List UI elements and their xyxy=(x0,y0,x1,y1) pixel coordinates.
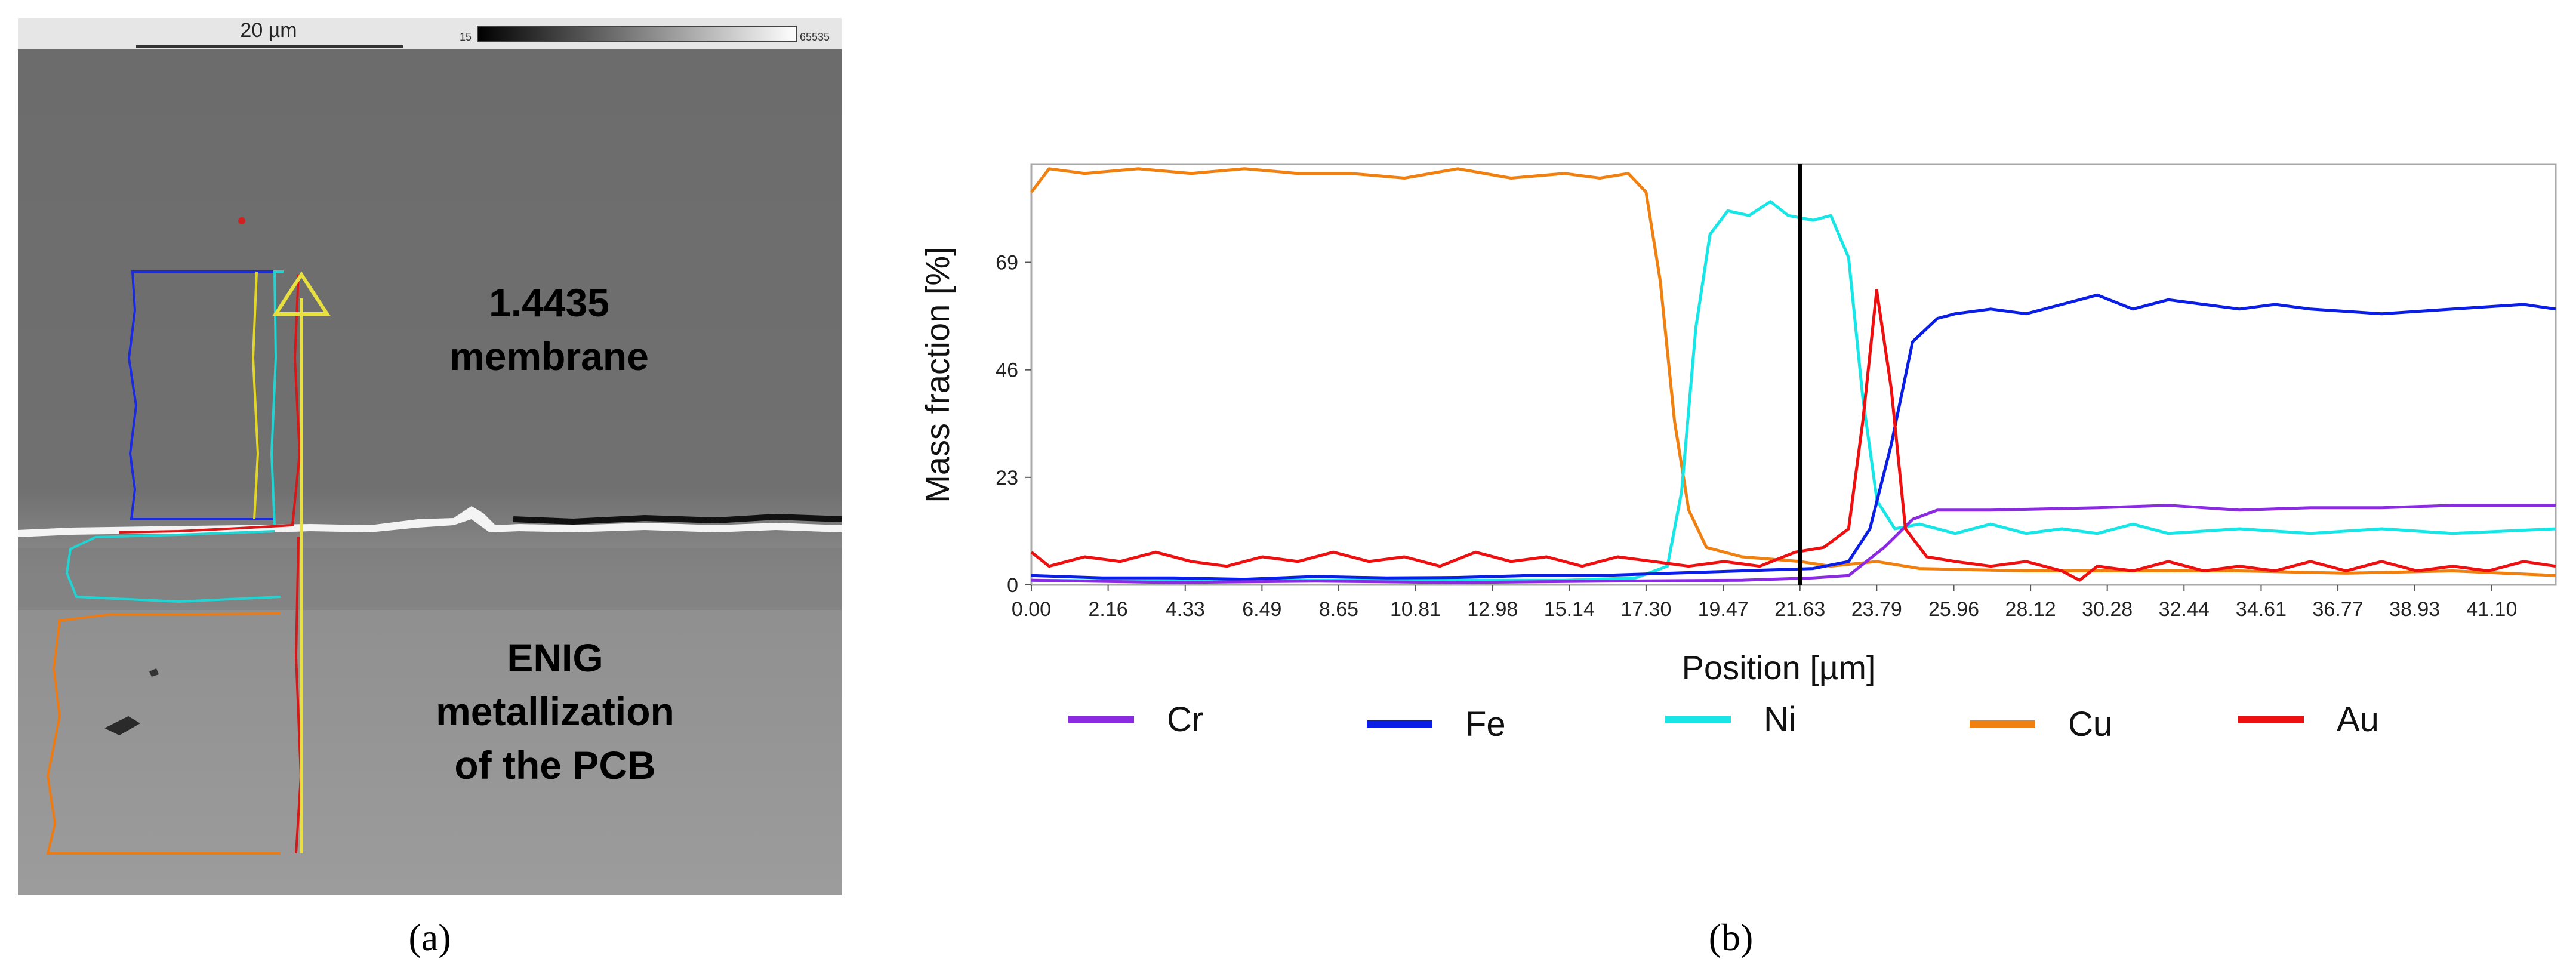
x-tick-label: 38.93 xyxy=(2389,598,2440,621)
defect-1 xyxy=(104,716,140,735)
enig-label-line-1: ENIG xyxy=(507,636,603,680)
cr-profile-outline xyxy=(251,271,260,520)
x-tick-label: 28.12 xyxy=(2005,598,2056,621)
legend: Cr Fe Ni Cu Au xyxy=(1068,700,2379,744)
plot-area xyxy=(1030,163,2557,586)
membrane-label-line-2: membrane xyxy=(449,334,649,378)
enig-label-line-3: of the PCB xyxy=(454,743,655,787)
x-tick-label: 2.16 xyxy=(1088,598,1127,621)
fe-profile-outline xyxy=(127,270,275,520)
grayscale-max-label: 65535 xyxy=(800,31,830,43)
defect-2 xyxy=(149,668,159,677)
series-line-fe xyxy=(1031,293,2556,581)
enig-label-line-2: metallization xyxy=(436,689,674,733)
scan-direction-arrow xyxy=(272,271,331,316)
x-tick-label: 32.44 xyxy=(2159,598,2210,621)
x-tick-label: 36.77 xyxy=(2313,598,2364,621)
ni-profile-outline-upper xyxy=(270,270,284,526)
x-axis-ticks: 0.00 2.16 4.33 6.49 8.65 10.81 12.98 15.14 17.30… xyxy=(1012,585,2517,621)
grayscale-bar xyxy=(477,26,797,42)
legend-label-au: Au xyxy=(2337,700,2379,739)
series-lines xyxy=(1030,167,2556,584)
x-tick-label: 25.96 xyxy=(1928,598,1979,621)
ni-profile-outline xyxy=(65,530,281,603)
x-tick-label: 21.63 xyxy=(1774,598,1825,621)
scale-bar-label: 20 µm xyxy=(240,19,297,42)
y-tick-label: 46 xyxy=(996,359,1018,382)
x-tick-label: 34.61 xyxy=(2236,598,2287,621)
x-tick-label: 12.98 xyxy=(1467,598,1518,621)
x-tick-label: 6.49 xyxy=(1242,598,1281,621)
caption-b: (b) xyxy=(1709,916,1754,958)
x-tick-label: 8.65 xyxy=(1319,598,1358,621)
x-tick-label: 15.14 xyxy=(1544,598,1595,621)
x-tick-label: 19.47 xyxy=(1698,598,1749,621)
mass-fraction-chart: 0.00 2.16 4.33 6.49 8.65 10.81 12.98 15.14 17.30… xyxy=(919,163,2557,744)
y-axis-ticks: 0 23 46 69 xyxy=(996,252,1031,597)
series-line-cu xyxy=(1030,167,2556,577)
legend-label-fe: Fe xyxy=(1465,705,1506,744)
caption-a: (a) xyxy=(408,916,451,958)
x-axis-label: Position [µm] xyxy=(1682,649,1876,686)
legend-label-cr: Cr xyxy=(1167,700,1203,739)
grayscale-min-label: 15 xyxy=(460,31,472,43)
series-line-cr xyxy=(1031,504,2556,584)
x-tick-label: 30.28 xyxy=(2082,598,2133,621)
y-axis-label: Mass fraction [%] xyxy=(919,246,956,503)
x-tick-label: 10.81 xyxy=(1390,598,1441,621)
legend-label-cu: Cu xyxy=(2068,705,2112,744)
cu-profile-outline xyxy=(46,612,281,855)
y-tick-label: 69 xyxy=(996,252,1018,275)
membrane-label-line-1: 1.4435 xyxy=(489,281,609,325)
x-tick-label: 41.10 xyxy=(2466,598,2517,621)
au-profile-outline xyxy=(119,274,303,854)
x-tick-label: 23.79 xyxy=(1851,598,1902,621)
marker-dot xyxy=(238,217,245,224)
x-tick-label: 17.30 xyxy=(1620,598,1671,621)
series-line-ni xyxy=(1031,200,2556,583)
legend-label-ni: Ni xyxy=(1764,700,1797,739)
x-tick-label: 4.33 xyxy=(1166,598,1205,621)
panel-a-sem-image: 20 µm 15 65535 1.4435 membrane ENIG meta… xyxy=(18,18,842,895)
y-tick-label: 0 xyxy=(1007,574,1018,597)
dark-crack-edge xyxy=(513,513,842,525)
sem-micrograph xyxy=(18,49,842,895)
x-tick-label: 0.00 xyxy=(1012,598,1051,621)
y-tick-label: 23 xyxy=(996,467,1018,489)
series-line-au xyxy=(1030,289,2556,582)
